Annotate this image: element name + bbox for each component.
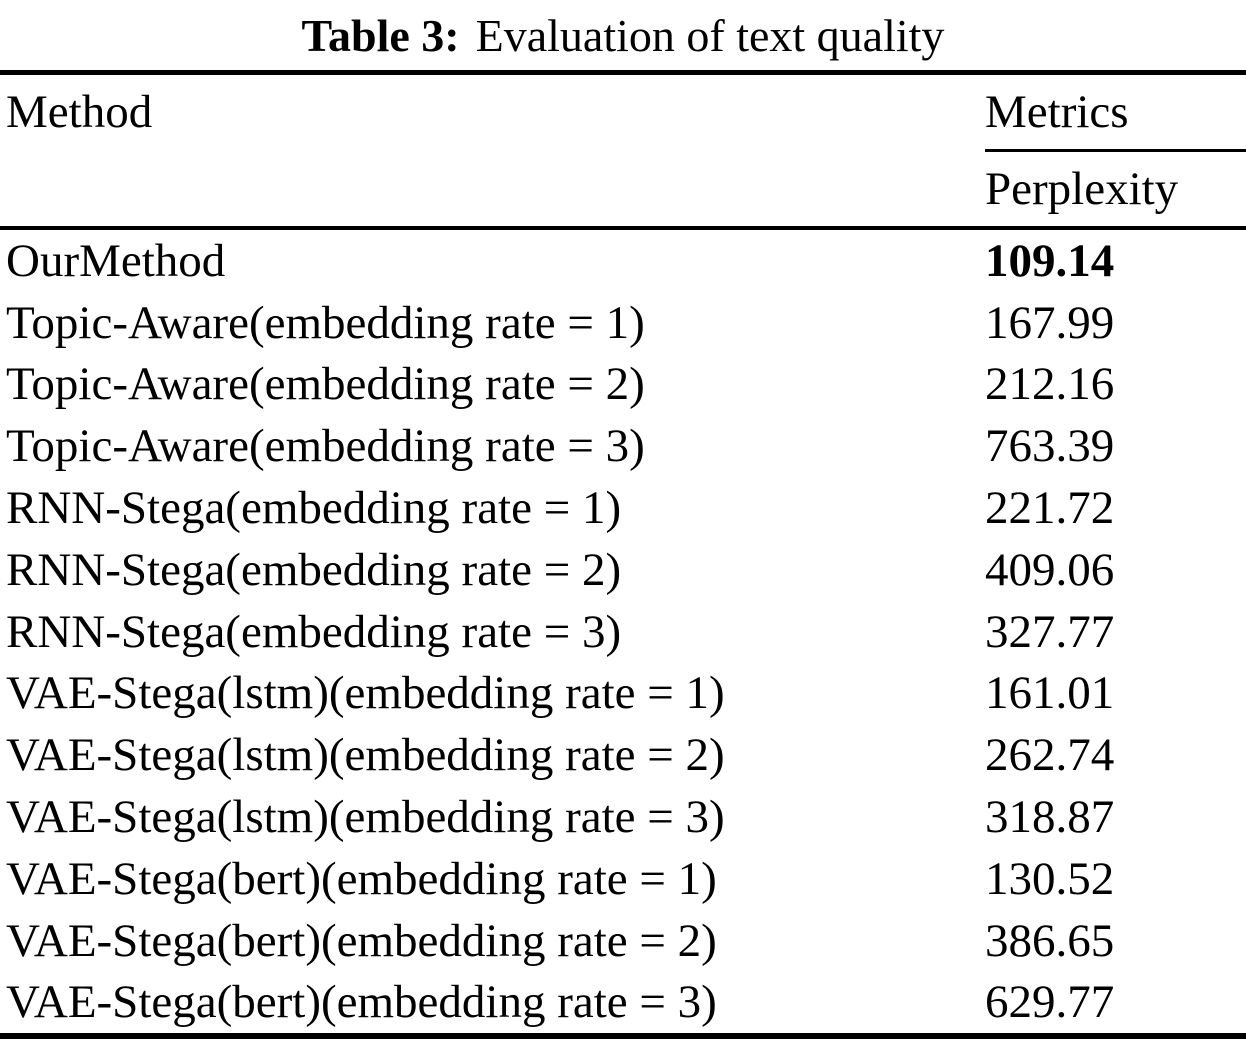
method-cell: Topic-Aware(embedding rate = 3) bbox=[6, 420, 645, 473]
method-cell: RNN-Stega(embedding rate = 1) bbox=[6, 482, 622, 535]
method-cell: Topic-Aware(embedding rate = 1) bbox=[6, 296, 645, 349]
metrics-cmidrule bbox=[985, 149, 1246, 152]
top-rule bbox=[0, 70, 1246, 75]
bottom-rule bbox=[0, 1033, 1246, 1040]
perplexity-cell: 318.87 bbox=[985, 791, 1115, 844]
table-row: VAE-Stega(lstm)(embedding rate = 3) 318.… bbox=[0, 786, 1246, 848]
table-row: Topic-Aware(embedding rate = 1) 167.99 bbox=[0, 292, 1246, 354]
perplexity-cell: 262.74 bbox=[985, 729, 1115, 782]
perplexity-cell: 386.65 bbox=[985, 914, 1115, 967]
method-cell: Topic-Aware(embedding rate = 2) bbox=[6, 358, 645, 411]
perplexity-cell: 629.77 bbox=[985, 976, 1115, 1029]
method-column-header: Method bbox=[6, 86, 153, 138]
method-cell: VAE-Stega(bert)(embedding rate = 1) bbox=[6, 852, 717, 905]
table-row: VAE-Stega(lstm)(embedding rate = 1) 161.… bbox=[0, 663, 1246, 725]
header-row-groups: Method Metrics bbox=[0, 75, 1246, 149]
perplexity-cell: 212.16 bbox=[985, 358, 1115, 411]
method-cell: VAE-Stega(lstm)(embedding rate = 2) bbox=[6, 729, 725, 782]
header-mid-rule bbox=[0, 226, 1246, 230]
perplexity-cell: 130.52 bbox=[985, 852, 1115, 905]
perplexity-cell: 763.39 bbox=[985, 420, 1115, 473]
table-row: VAE-Stega(lstm)(embedding rate = 2) 262.… bbox=[0, 724, 1246, 786]
perplexity-cell: 409.06 bbox=[985, 543, 1115, 596]
table-caption: Table 3: Evaluation of text quality bbox=[0, 0, 1246, 70]
method-cell: VAE-Stega(lstm)(embedding rate = 3) bbox=[6, 791, 725, 844]
perplexity-cell: 167.99 bbox=[985, 296, 1115, 349]
perplexity-cell: 161.01 bbox=[985, 667, 1115, 720]
perplexity-cell: 109.14 bbox=[985, 234, 1115, 287]
table-row: RNN-Stega(embedding rate = 1) 221.72 bbox=[0, 477, 1246, 539]
table-row: RNN-Stega(embedding rate = 2) 409.06 bbox=[0, 539, 1246, 601]
method-cell: VAE-Stega(lstm)(embedding rate = 1) bbox=[6, 667, 725, 720]
table-row: Topic-Aware(embedding rate = 2) 212.16 bbox=[0, 354, 1246, 416]
table-row: Topic-Aware(embedding rate = 3) 763.39 bbox=[0, 415, 1246, 477]
perplexity-cell: 221.72 bbox=[985, 482, 1115, 535]
perplexity-column-header: Perplexity bbox=[985, 163, 1179, 215]
table-row: VAE-Stega(bert)(embedding rate = 2) 386.… bbox=[0, 910, 1246, 972]
method-cell: RNN-Stega(embedding rate = 3) bbox=[6, 605, 622, 658]
table-row: RNN-Stega(embedding rate = 3) 327.77 bbox=[0, 601, 1246, 663]
method-cell: OurMethod bbox=[6, 234, 226, 287]
method-cell: VAE-Stega(bert)(embedding rate = 2) bbox=[6, 914, 717, 967]
table-row: OurMethod 109.14 bbox=[0, 230, 1246, 292]
table-row: VAE-Stega(bert)(embedding rate = 3) 629.… bbox=[0, 972, 1246, 1034]
table-row: VAE-Stega(bert)(embedding rate = 1) 130.… bbox=[0, 848, 1246, 910]
method-cell: RNN-Stega(embedding rate = 2) bbox=[6, 543, 622, 596]
table-body: OurMethod 109.14 Topic-Aware(embedding r… bbox=[0, 230, 1246, 1033]
header-row-metric: Perplexity bbox=[0, 152, 1246, 226]
method-cell: VAE-Stega(bert)(embedding rate = 3) bbox=[6, 976, 717, 1029]
perplexity-cell: 327.77 bbox=[985, 605, 1115, 658]
table-caption-label: Table 3: bbox=[301, 9, 460, 61]
metrics-group-header: Metrics bbox=[985, 86, 1129, 138]
metrics-cmidrule-row bbox=[0, 149, 1246, 152]
table-caption-text: Evaluation of text quality bbox=[475, 9, 945, 61]
